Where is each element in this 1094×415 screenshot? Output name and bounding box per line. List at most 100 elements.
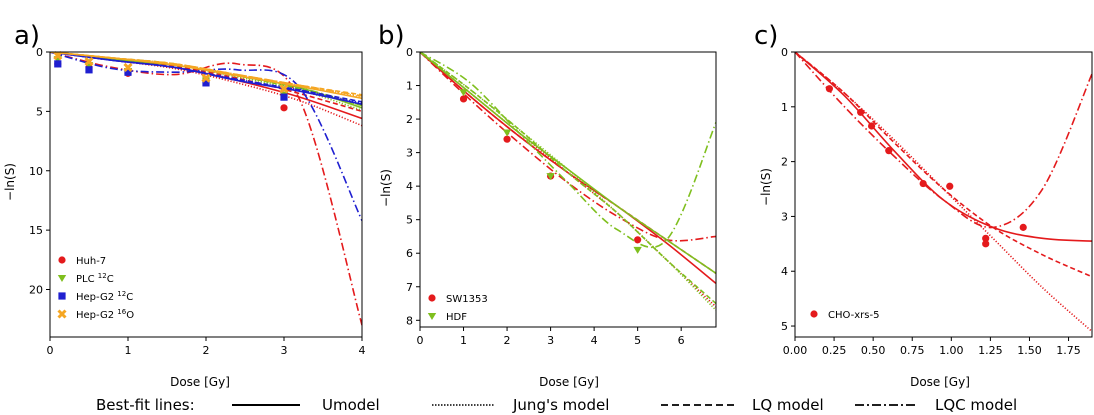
fit-lqc-2 <box>50 52 362 221</box>
x-tick-label: 1.00 <box>939 344 964 357</box>
x-tick-label: 0.25 <box>822 344 847 357</box>
y-tick-label: 4 <box>781 265 788 278</box>
data-point-0-0 <box>459 95 468 103</box>
x-tick-label: 1 <box>460 334 467 347</box>
y-tick-label: 10 <box>29 165 43 178</box>
data-point-0-1 <box>503 135 511 143</box>
panel-c: c) Dose [Gy] −ln(S) 0.00 0.25 0.50 0.75 1.00… <box>754 21 1093 389</box>
y-tick-label: 5 <box>406 214 413 227</box>
legend-label-lqc: LQC model <box>935 396 1017 414</box>
x-tick-label: 0 <box>47 344 54 357</box>
y-tick-label: 1 <box>781 101 788 114</box>
fit-lqc-3 <box>50 52 362 97</box>
x-tick-label: 1 <box>125 344 132 357</box>
data-point-0-2 <box>867 122 876 130</box>
x-tick-label: 6 <box>678 334 685 347</box>
legend-label-0: SW1353 <box>446 294 488 305</box>
fit-jung-1 <box>420 52 716 311</box>
fit-jung-0 <box>50 52 362 127</box>
axes-frame <box>794 51 1093 338</box>
y-tick-label: 1 <box>406 80 413 93</box>
data-point-2-2 <box>124 68 132 76</box>
y-tick-label: 15 <box>29 224 43 237</box>
fit-lqc-1 <box>420 52 716 249</box>
y-tick-label: 5 <box>781 320 788 333</box>
data-point-0-8 <box>1019 223 1027 231</box>
x-tick-label: 4 <box>359 344 366 357</box>
panel-b: b) Dose [Gy] −ln(S) 0 1 2 3 4 5 6 0 1 2 3 4 5 6 7 8 SW13… <box>378 21 717 389</box>
data-point-0-3 <box>634 236 642 244</box>
data-point-2-0 <box>54 60 62 68</box>
fit-lq-0 <box>420 52 716 275</box>
y-tick-label: 0 <box>781 46 788 59</box>
panel-c-label: c) <box>754 21 778 51</box>
y-tick-label: 8 <box>406 314 413 327</box>
y-tick-label: 6 <box>406 247 413 260</box>
data-point-3-4 <box>279 84 289 94</box>
y-tick-label: 3 <box>781 210 788 223</box>
data-point-1-1 <box>502 129 512 137</box>
legend-marker-0 <box>58 256 66 264</box>
x-tick-label: 0.00 <box>783 344 808 357</box>
fit-umodel-0 <box>420 52 716 285</box>
data-point-3-2 <box>123 62 133 72</box>
x-tick-label: 4 <box>591 334 598 347</box>
fit-umodel-0 <box>795 52 1092 242</box>
y-tick-label: 0 <box>36 46 43 59</box>
data-point-0-1 <box>857 108 865 116</box>
best-fit-legend-title: Best-fit lines: <box>96 396 195 414</box>
x-tick-label: 0 <box>417 334 424 347</box>
legend-label-1: PLC 12C <box>76 272 114 285</box>
panel-a: a) Dose [Gy] −ln(S) 0 1 2 3 4 0 5 10 15 20 Huh-7 PL… <box>3 21 366 389</box>
y-tick-label: 20 <box>29 284 43 297</box>
legend-label-0: CHO-xrs-5 <box>828 310 879 321</box>
x-tick-label: 3 <box>547 334 554 347</box>
panel-b-plot: 0 1 2 3 4 5 6 0 1 2 3 4 5 6 7 8 SW1353 HDF <box>406 46 717 347</box>
data-point-2-1 <box>85 66 93 74</box>
legend-marker-1 <box>427 313 437 320</box>
data-point-0-0 <box>825 85 833 93</box>
y-tick-label: 2 <box>781 156 788 169</box>
x-tick-label: 2 <box>504 334 511 347</box>
panel-c-ylabel: −ln(S) <box>759 168 773 206</box>
data-point-0-7 <box>982 240 990 248</box>
data-point-3-0 <box>53 51 63 61</box>
fit-lq-2 <box>50 52 362 103</box>
data-point-0-3 <box>885 147 893 155</box>
axes-frame <box>419 51 717 328</box>
data-point-1-2 <box>546 173 555 181</box>
legend-marker-0 <box>810 310 818 318</box>
legend-label-lq: LQ model <box>752 396 824 414</box>
fit-lqc-0 <box>50 52 362 326</box>
x-tick-label: 0.50 <box>861 344 886 357</box>
legend-label-jung: Jung's model <box>512 396 609 414</box>
fit-jung-0 <box>795 52 1092 333</box>
fit-lq-1 <box>420 52 716 305</box>
data-point-1-3 <box>633 246 642 254</box>
fit-lqc-0 <box>795 52 1092 229</box>
panel-b-xlabel: Dose [Gy] <box>539 375 599 389</box>
fit-lq-0 <box>795 52 1092 278</box>
legend-marker-3 <box>57 309 67 319</box>
panel-a-plot: 0 1 2 3 4 0 5 10 15 20 Huh-7 PLC 12C Hep-G2 12C Hep-G… <box>29 46 366 357</box>
data-point-2-4 <box>280 93 288 101</box>
data-point-3-3 <box>201 73 211 83</box>
x-tick-label: 2 <box>203 344 210 357</box>
data-point-0-4 <box>919 179 927 188</box>
data-point-0-6 <box>982 234 990 242</box>
y-tick-label: 5 <box>36 105 43 118</box>
panel-a-ylabel: −ln(S) <box>3 163 17 201</box>
panel-a-label: a) <box>14 21 40 51</box>
x-tick-label: 5 <box>634 334 641 347</box>
legend-label-3: Hep-G2 16O <box>76 308 134 321</box>
data-point-0-5 <box>946 182 954 190</box>
legend-label-1: HDF <box>446 312 467 323</box>
y-tick-label: 2 <box>406 113 413 126</box>
panel-a-xlabel: Dose [Gy] <box>170 375 230 389</box>
data-point-0-4 <box>280 104 288 112</box>
data-point-1-0 <box>459 89 468 97</box>
panel-b-ylabel: −ln(S) <box>379 169 393 207</box>
panel-c-xlabel: Dose [Gy] <box>910 375 970 389</box>
legend-marker-2 <box>58 292 66 300</box>
